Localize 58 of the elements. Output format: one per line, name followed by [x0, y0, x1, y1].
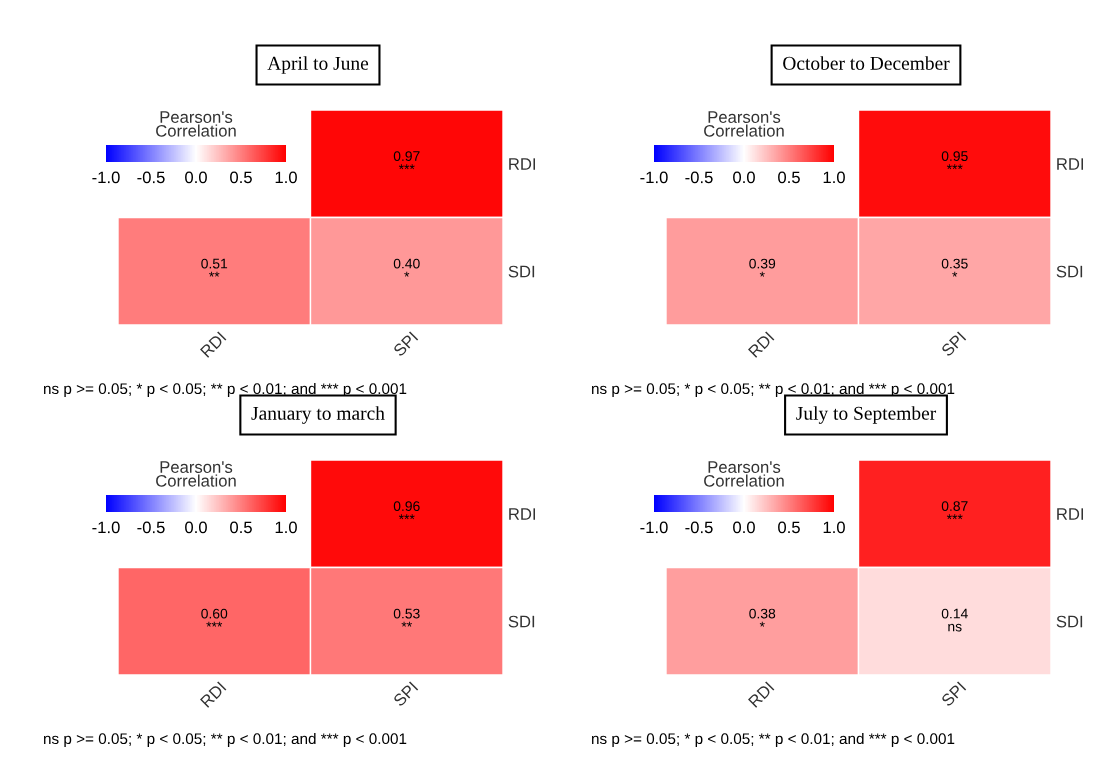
data-label: 0.51 **: [201, 258, 228, 277]
x-tick-label: RDI: [748, 331, 775, 358]
data-label: 0.38 *: [749, 608, 776, 627]
data-label: 0.14 ns: [941, 608, 968, 632]
color-bar-title: Pearson's Correlation: [156, 111, 236, 137]
color-bar-label: 1.0: [823, 171, 845, 184]
chart-title: July to September: [796, 406, 937, 424]
color-bar-label: 0.0: [733, 521, 755, 534]
color-bar-label: 0.0: [185, 171, 207, 184]
data-label: 0.35 *: [941, 258, 968, 277]
color-bar-label: 0.0: [733, 171, 755, 184]
color-bar-label: -0.5: [137, 171, 165, 184]
x-tick-label: RDI: [200, 681, 227, 708]
y-tick-label: RDI: [1057, 508, 1084, 520]
color-bar-title: Pearson's Correlation: [704, 111, 784, 137]
data-label: 0.39 *: [749, 258, 776, 277]
data-label: 0.97 ***: [393, 151, 420, 170]
text: ns p >= 0.05; * p < 0.05; ** p < 0.01; and *** p < 0.001: [44, 732, 407, 748]
x-tick-label: SPI: [392, 331, 419, 357]
color-bar-label: 1.0: [823, 521, 845, 534]
y-tick-label: RDI: [1057, 158, 1084, 170]
y-tick-label: SDI: [508, 615, 535, 628]
data-label: 0.95 ***: [941, 151, 968, 170]
color-bar-label: 0.5: [778, 521, 800, 534]
y-tick-label: SDI: [1056, 615, 1083, 628]
data-label: 0.87 ***: [941, 501, 968, 520]
data-label: 0.96 ***: [393, 501, 420, 520]
color-bar-title: Pearson's Correlation: [156, 461, 236, 487]
color-bar-label: -0.5: [685, 171, 713, 184]
color-bar-label: -1.0: [92, 521, 120, 534]
color-bar-label: 1.0: [275, 521, 297, 534]
color-bar-label: 0.5: [230, 171, 252, 184]
x-tick-label: RDI: [748, 681, 775, 708]
y-tick-label: SDI: [1056, 265, 1083, 278]
color-bar-label: 1.0: [275, 171, 297, 184]
text: ns p >= 0.05; * p < 0.05; ** p < 0.01; and *** p < 0.001: [592, 732, 955, 748]
y-tick-label: RDI: [509, 158, 536, 170]
data-label: 0.60 ***: [201, 608, 228, 627]
x-tick-label: SPI: [940, 681, 967, 707]
color-bar-label: 0.5: [230, 521, 252, 534]
color-bar-title: Pearson's Correlation: [704, 461, 784, 487]
chart-title: January to march: [251, 406, 385, 424]
color-bar-label: -1.0: [640, 171, 668, 184]
data-label: 0.53 **: [393, 608, 420, 627]
color-bar-label: 0.5: [778, 171, 800, 184]
x-tick-label: RDI: [200, 331, 227, 358]
color-bar-label: 0.0: [185, 521, 207, 534]
color-bar-label: -1.0: [640, 521, 668, 534]
x-tick-label: SPI: [940, 331, 967, 357]
data-label: 0.40 *: [393, 258, 420, 277]
y-tick-label: SDI: [508, 265, 535, 278]
color-bar-label: -1.0: [92, 171, 120, 184]
color-bar-label: -0.5: [137, 521, 165, 534]
x-tick-label: SPI: [392, 681, 419, 707]
color-bar-label: -0.5: [685, 521, 713, 534]
chart-title: October to December: [783, 56, 950, 70]
chart-title: April to June: [267, 56, 369, 74]
y-tick-label: RDI: [509, 508, 536, 520]
